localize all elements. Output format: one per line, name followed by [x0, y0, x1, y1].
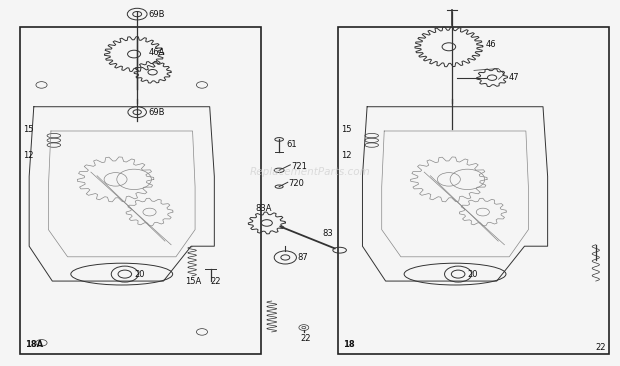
- Text: 46A: 46A: [148, 48, 165, 57]
- Text: 69B: 69B: [148, 10, 165, 19]
- Text: 18A: 18A: [25, 340, 43, 349]
- Text: 69B: 69B: [148, 108, 165, 117]
- Text: 87: 87: [298, 253, 308, 262]
- Text: 83A: 83A: [255, 204, 272, 213]
- Text: 15A: 15A: [185, 277, 201, 285]
- Text: ReplacementParts.com: ReplacementParts.com: [250, 167, 370, 177]
- Text: 18: 18: [343, 340, 355, 349]
- Text: 721: 721: [291, 162, 308, 171]
- Text: 20: 20: [467, 270, 478, 279]
- Text: 61: 61: [286, 141, 297, 149]
- Bar: [338, 27, 609, 354]
- Text: 20: 20: [134, 270, 144, 279]
- Text: 15: 15: [341, 125, 352, 134]
- Text: 22: 22: [211, 277, 221, 285]
- Text: 15: 15: [23, 125, 33, 134]
- Bar: [20, 27, 260, 354]
- Text: 47: 47: [509, 73, 520, 82]
- Text: 12: 12: [341, 151, 352, 160]
- Text: 12: 12: [23, 151, 33, 160]
- Text: 83: 83: [322, 229, 333, 238]
- Text: 22: 22: [301, 334, 311, 343]
- Text: 720: 720: [288, 179, 304, 188]
- Text: 46: 46: [486, 40, 497, 49]
- Text: 22: 22: [596, 343, 606, 352]
